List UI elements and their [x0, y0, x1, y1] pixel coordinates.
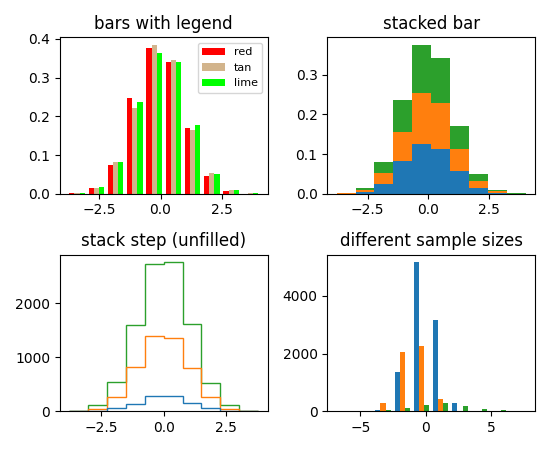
Bar: [412, 93, 431, 144]
Bar: [463, 405, 468, 411]
Bar: [375, 162, 393, 173]
Bar: [501, 410, 507, 411]
Bar: [438, 400, 443, 411]
Bar: [431, 148, 450, 194]
Title: bars with legend: bars with legend: [95, 15, 233, 33]
Bar: [375, 184, 393, 194]
Bar: [450, 126, 469, 149]
Title: different sample sizes: different sample sizes: [340, 233, 522, 251]
Bar: [151, 45, 157, 194]
Title: stacked bar: stacked bar: [383, 15, 480, 33]
Bar: [185, 128, 190, 194]
Bar: [469, 180, 488, 188]
Bar: [386, 410, 390, 411]
Bar: [138, 102, 142, 194]
Bar: [356, 192, 375, 194]
Bar: [94, 188, 99, 194]
Bar: [356, 188, 375, 190]
Bar: [405, 408, 410, 411]
Bar: [375, 410, 381, 411]
Bar: [381, 403, 386, 411]
Bar: [400, 352, 405, 411]
Bar: [394, 373, 400, 411]
Bar: [214, 174, 219, 194]
Bar: [450, 171, 469, 194]
Bar: [488, 190, 507, 191]
Bar: [132, 108, 138, 194]
Bar: [450, 149, 469, 171]
Bar: [356, 190, 375, 192]
Bar: [127, 98, 132, 194]
Bar: [452, 403, 458, 411]
Bar: [195, 126, 200, 194]
Bar: [424, 405, 429, 411]
Bar: [146, 48, 151, 194]
Bar: [431, 103, 450, 148]
Bar: [229, 190, 234, 194]
Bar: [89, 189, 94, 194]
Bar: [375, 173, 393, 184]
Bar: [176, 62, 181, 194]
Bar: [223, 191, 229, 194]
Bar: [488, 193, 507, 194]
Bar: [69, 193, 74, 194]
Bar: [393, 161, 412, 194]
Bar: [80, 193, 85, 194]
Bar: [99, 187, 104, 194]
Bar: [414, 262, 419, 411]
Bar: [166, 62, 170, 194]
Bar: [393, 100, 412, 132]
Bar: [488, 191, 507, 193]
Bar: [204, 176, 210, 194]
Bar: [190, 130, 195, 194]
Bar: [431, 58, 450, 103]
Bar: [412, 144, 431, 194]
Bar: [433, 320, 438, 411]
Bar: [393, 132, 412, 161]
Bar: [74, 193, 80, 194]
Bar: [469, 174, 488, 180]
Bar: [482, 409, 487, 411]
Bar: [118, 162, 123, 194]
Bar: [210, 173, 215, 194]
Bar: [412, 45, 431, 93]
Title: stack step (unfilled): stack step (unfilled): [81, 233, 246, 251]
Bar: [170, 60, 176, 194]
Bar: [419, 346, 424, 411]
Bar: [108, 165, 113, 194]
Bar: [157, 53, 162, 194]
Bar: [234, 190, 239, 194]
Legend: red, tan, lime: red, tan, lime: [198, 43, 262, 93]
Bar: [113, 162, 118, 194]
Bar: [469, 188, 488, 194]
Bar: [443, 403, 448, 411]
